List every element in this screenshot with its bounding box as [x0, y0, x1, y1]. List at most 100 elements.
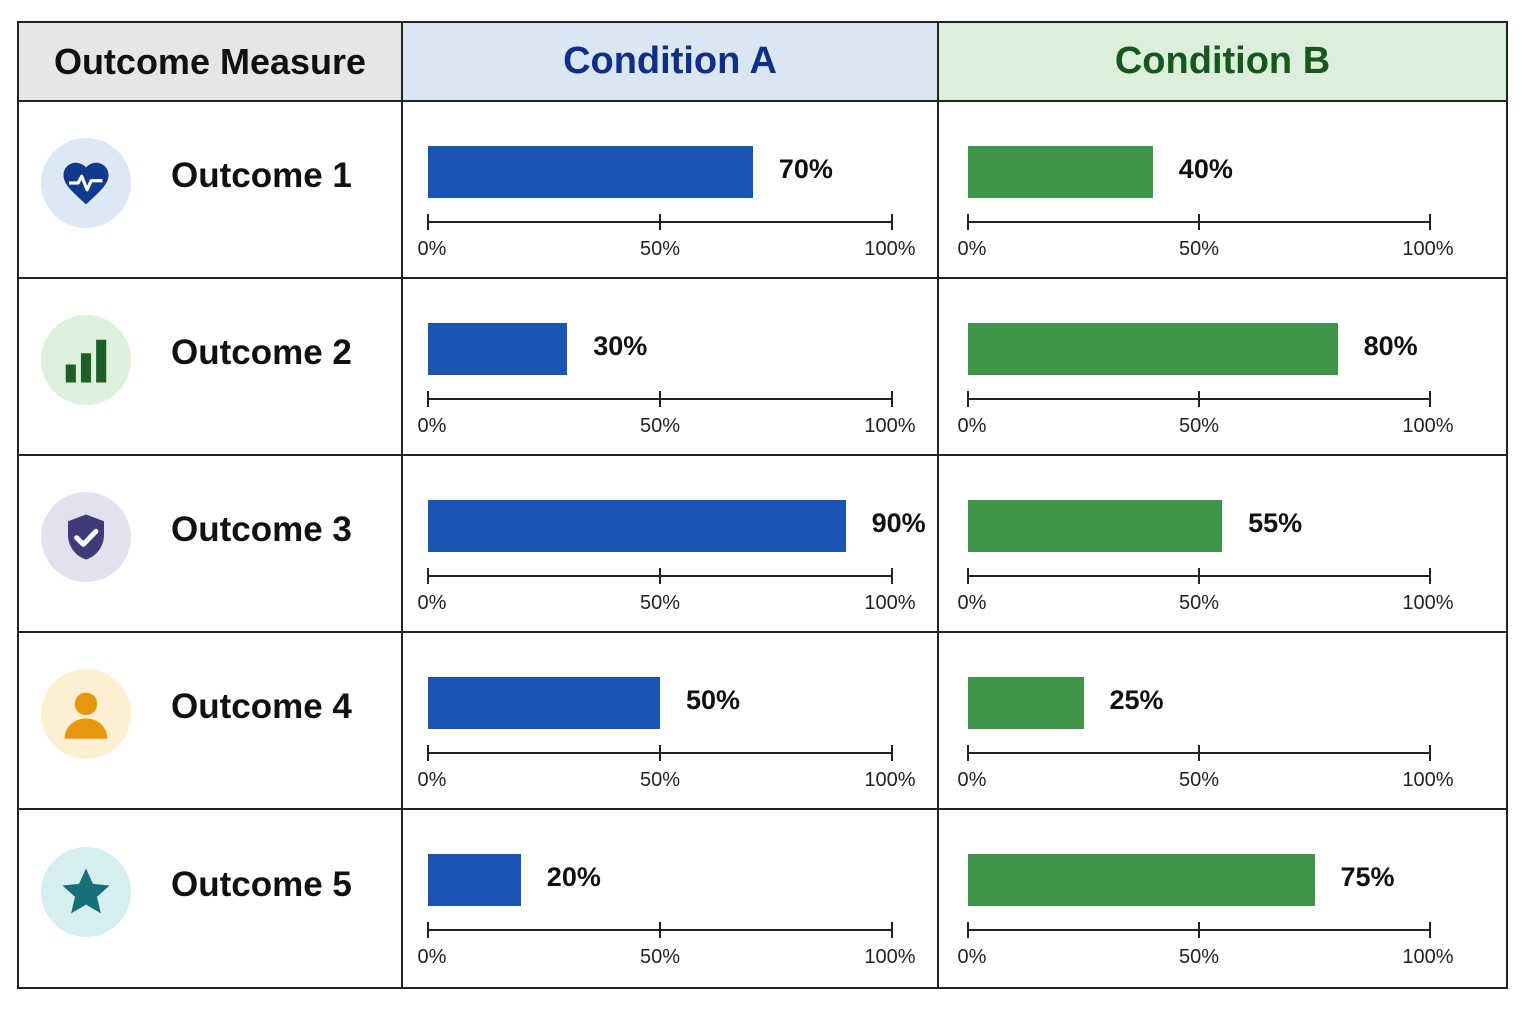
- bar-plot-condition-b: 25% 0% 50% 100%: [939, 633, 1506, 808]
- x-axis-tick: [427, 568, 429, 584]
- x-axis-tick-label: 0%: [957, 946, 987, 968]
- outcome-measure-cell: Outcome 4: [19, 633, 403, 810]
- x-axis-tick: [891, 568, 893, 584]
- person-icon: [41, 668, 131, 759]
- bar-plot-condition-b: 80% 0% 50% 100%: [939, 279, 1506, 454]
- x-axis-tick-label: 100%: [1402, 946, 1454, 968]
- x-axis-tick-label: 100%: [864, 238, 916, 260]
- x-axis-tick: [891, 391, 893, 407]
- bar: [968, 854, 1315, 906]
- x-axis-tick-label: 100%: [1402, 592, 1454, 614]
- x-axis-tick: [891, 745, 893, 761]
- x-axis-tick: [659, 391, 661, 407]
- outcome-measure-cell: Outcome 5: [19, 810, 403, 987]
- x-axis-tick: [967, 214, 969, 230]
- condition-a-cell: 90% 0% 50% 100%: [403, 456, 939, 633]
- x-axis-tick: [891, 922, 893, 938]
- bar-plot-condition-a: 70% 0% 50% 100%: [403, 102, 937, 277]
- x-axis-tick-label: 50%: [1178, 238, 1220, 260]
- bar: [428, 854, 521, 906]
- bar: [968, 323, 1338, 375]
- x-axis-tick-label: 100%: [1402, 238, 1454, 260]
- header-condition-a: Condition A: [403, 23, 939, 102]
- x-axis-tick: [1198, 745, 1200, 761]
- bar-plot-condition-b: 75% 0% 50% 100%: [939, 810, 1506, 987]
- x-axis-tick-label: 0%: [957, 592, 987, 614]
- bar-plot-condition-a: 20% 0% 50% 100%: [403, 810, 937, 987]
- x-axis-tick-label: 0%: [417, 415, 447, 437]
- x-axis-tick-label: 100%: [1402, 415, 1454, 437]
- data-label: 90%: [871, 508, 926, 538]
- data-label: 25%: [1109, 685, 1164, 715]
- outcome-label: Outcome 1: [171, 155, 352, 195]
- header-condition-b: Condition B: [939, 23, 1506, 102]
- bar-chart-icon: [41, 314, 131, 405]
- bar: [968, 146, 1153, 198]
- x-axis-tick: [427, 745, 429, 761]
- x-axis-tick-label: 0%: [417, 946, 447, 968]
- bar-plot-condition-b: 40% 0% 50% 100%: [939, 102, 1506, 277]
- x-axis-tick-label: 0%: [417, 592, 447, 614]
- x-axis-tick: [891, 214, 893, 230]
- x-axis-tick-label: 50%: [639, 592, 681, 614]
- outcome-label: Outcome 5: [171, 864, 352, 904]
- bar: [428, 146, 753, 198]
- data-label: 50%: [686, 685, 741, 715]
- x-axis-tick: [659, 745, 661, 761]
- outcome-label: Outcome 4: [171, 686, 352, 726]
- condition-a-cell: 70% 0% 50% 100%: [403, 102, 939, 279]
- header-outcome-measure: Outcome Measure: [19, 23, 403, 102]
- outcome-measure-cell: Outcome 2: [19, 279, 403, 456]
- bar-plot-condition-a: 90% 0% 50% 100%: [403, 456, 937, 631]
- x-axis-tick: [427, 922, 429, 938]
- bar: [428, 323, 568, 375]
- bar-plot-condition-b: 55% 0% 50% 100%: [939, 456, 1506, 631]
- outcome-measure-cell: Outcome 1: [19, 102, 403, 279]
- bar: [968, 500, 1223, 552]
- bar: [428, 500, 846, 552]
- condition-a-cell: 50% 0% 50% 100%: [403, 633, 939, 810]
- x-axis-tick: [1429, 214, 1431, 230]
- x-axis-tick-label: 50%: [639, 946, 681, 968]
- condition-a-cell: 20% 0% 50% 100%: [403, 810, 939, 987]
- x-axis-tick-label: 50%: [1178, 415, 1220, 437]
- bar-plot-condition-a: 50% 0% 50% 100%: [403, 633, 937, 808]
- x-axis-tick-label: 0%: [417, 769, 447, 791]
- condition-b-cell: 55% 0% 50% 100%: [939, 456, 1506, 633]
- x-axis-tick: [659, 214, 661, 230]
- x-axis-tick-label: 100%: [1402, 769, 1454, 791]
- x-axis-tick: [427, 214, 429, 230]
- data-label: 75%: [1340, 862, 1395, 892]
- x-axis-tick: [1198, 568, 1200, 584]
- data-label: 55%: [1248, 508, 1303, 538]
- x-axis-tick: [659, 568, 661, 584]
- x-axis-tick-label: 100%: [864, 415, 916, 437]
- shield-check-icon: [41, 491, 131, 582]
- data-label: 30%: [593, 331, 648, 361]
- x-axis-tick: [967, 745, 969, 761]
- x-axis-tick-label: 0%: [957, 238, 987, 260]
- x-axis-tick-label: 50%: [639, 415, 681, 437]
- outcome-label: Outcome 3: [171, 509, 352, 549]
- x-axis-tick-label: 100%: [864, 592, 916, 614]
- x-axis-tick: [1429, 568, 1431, 584]
- data-label: 20%: [546, 862, 601, 892]
- condition-b-cell: 25% 0% 50% 100%: [939, 633, 1506, 810]
- x-axis-tick-label: 100%: [864, 769, 916, 791]
- bar: [428, 677, 660, 729]
- x-axis-tick: [1429, 745, 1431, 761]
- data-label: 40%: [1178, 154, 1233, 184]
- condition-b-cell: 40% 0% 50% 100%: [939, 102, 1506, 279]
- x-axis-tick-label: 50%: [1178, 946, 1220, 968]
- x-axis-tick-label: 0%: [957, 769, 987, 791]
- star-icon: [41, 846, 131, 937]
- x-axis-tick: [967, 391, 969, 407]
- bar-plot-condition-a: 30% 0% 50% 100%: [403, 279, 937, 454]
- x-axis-tick-label: 0%: [957, 415, 987, 437]
- x-axis-tick-label: 0%: [417, 238, 447, 260]
- bar: [968, 677, 1084, 729]
- x-axis-tick: [967, 922, 969, 938]
- outcome-measure-cell: Outcome 3: [19, 456, 403, 633]
- data-label: 80%: [1363, 331, 1418, 361]
- condition-b-cell: 75% 0% 50% 100%: [939, 810, 1506, 987]
